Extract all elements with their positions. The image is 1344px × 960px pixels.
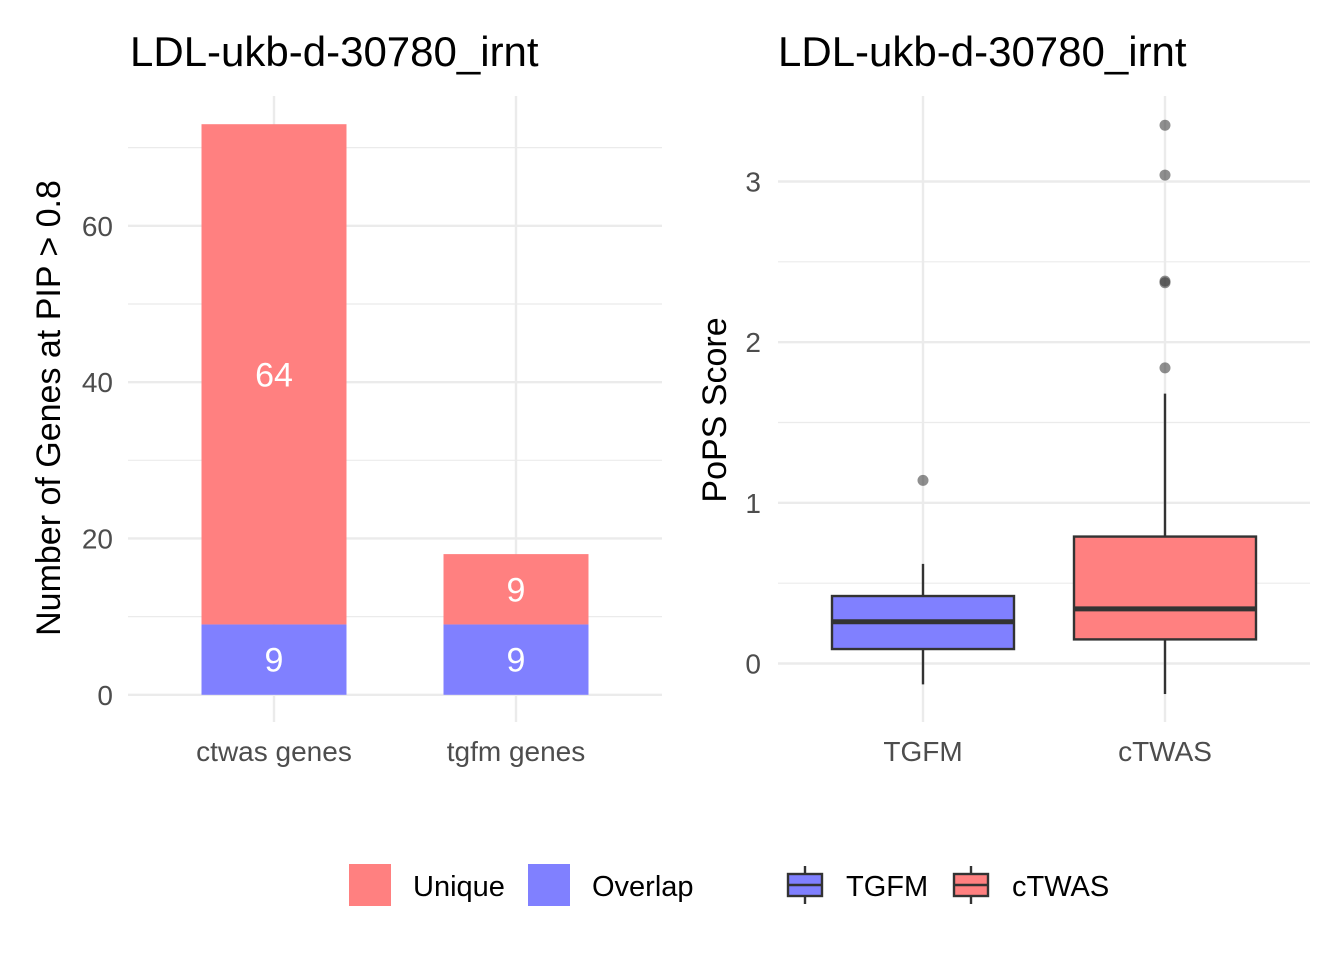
bar-chart-bars: 9 64 9 9	[201, 124, 589, 695]
bar-chart-y-ticks: 0 20 40 60	[82, 211, 113, 711]
legend: Unique Overlap TGFM cTWAS	[349, 864, 1109, 906]
bar-value-label: 9	[507, 571, 526, 609]
bar-ctwas-genes-unique	[201, 124, 347, 625]
y-tick-label: 60	[82, 211, 113, 242]
legend-label-ctwas: cTWAS	[1012, 871, 1109, 903]
bar-value-label: 9	[265, 642, 284, 680]
box-tgfm	[830, 474, 1016, 685]
box-plot-title: LDL-ukb-d-30780_irnt	[778, 28, 1187, 75]
bar-chart-title: LDL-ukb-d-30780_irnt	[130, 28, 539, 75]
box-plot-panel: LDL-ukb-d-30780_irnt 0 1 2 3 TGFM cTWAS PoPS…	[696, 28, 1310, 767]
outlier-point	[1159, 119, 1171, 131]
x-tick-label: TGFM	[883, 736, 962, 767]
outlier-point	[1159, 275, 1171, 287]
bar-tgfm-genes-unique	[443, 554, 589, 625]
outlier-point	[917, 474, 929, 486]
outlier-point	[1159, 169, 1171, 181]
y-tick-label: 0	[97, 680, 113, 711]
box-ctwas	[1072, 119, 1258, 695]
y-tick-label: 1	[745, 488, 761, 519]
legend-key-overlap	[528, 864, 570, 906]
bar-chart-x-ticks: ctwas genes tgfm genes	[196, 736, 585, 767]
box-body	[1072, 535, 1258, 641]
bar-tgfm-genes-overlap	[443, 624, 589, 695]
legend-key-unique	[349, 864, 391, 906]
x-tick-label: tgfm genes	[447, 736, 586, 767]
legend-key-ctwas	[952, 866, 990, 904]
bar-value-label: 64	[255, 356, 293, 394]
box-plot-x-ticks: TGFM cTWAS	[883, 736, 1212, 767]
box-plot-boxes	[830, 119, 1258, 695]
box-plot-y-axis-label: PoPS Score	[696, 317, 734, 502]
x-tick-label: ctwas genes	[196, 736, 352, 767]
x-tick-label: cTWAS	[1118, 736, 1212, 767]
bar-chart-panel: LDL-ukb-d-30780_irnt 9 64 9 9 0 20 40 60 ctwas…	[30, 28, 662, 767]
outlier-point	[1159, 362, 1171, 374]
box-plot-y-ticks: 0 1 2 3	[745, 167, 761, 680]
legend-label-unique: Unique	[413, 871, 505, 903]
legend-label-tgfm: TGFM	[846, 871, 928, 903]
y-tick-label: 0	[745, 649, 761, 680]
bar-value-label: 9	[507, 642, 526, 680]
y-tick-label: 2	[745, 327, 761, 358]
y-tick-label: 40	[82, 367, 113, 398]
legend-key-tgfm	[786, 866, 824, 904]
bar-chart-y-axis-label: Number of Genes at PIP > 0.8	[30, 180, 68, 636]
legend-label-overlap: Overlap	[592, 871, 694, 903]
y-tick-label: 3	[745, 167, 761, 198]
bar-ctwas-genes-overlap	[201, 624, 347, 695]
y-tick-label: 20	[82, 523, 113, 554]
